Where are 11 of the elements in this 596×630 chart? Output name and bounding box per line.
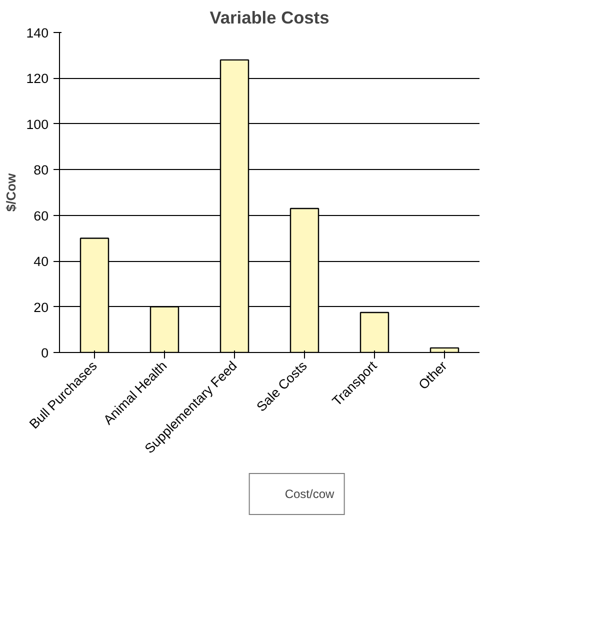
chart-title: Variable Costs [210, 8, 330, 28]
y-tick-label: 120 [26, 71, 49, 86]
y-tick-label: 60 [34, 208, 49, 224]
y-tick-label: 40 [34, 254, 49, 270]
y-tick-label: 80 [34, 162, 49, 178]
y-tick-label: 100 [26, 116, 49, 132]
y-tick-label: 20 [34, 300, 49, 315]
y-tick-label: 140 [26, 26, 49, 40]
text: Cost/cow [284, 487, 334, 501]
y-tick-label: 0 [41, 346, 49, 360]
y-axis-title: $/Cow [3, 172, 18, 212]
